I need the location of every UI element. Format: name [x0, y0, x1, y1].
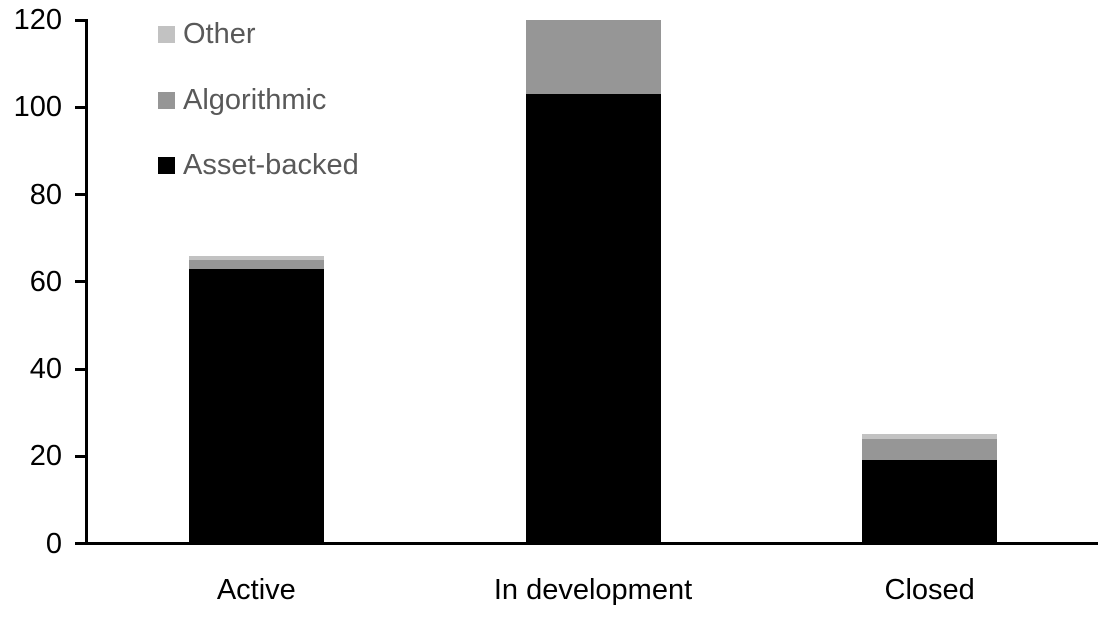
y-tick-mark: [75, 193, 86, 196]
legend-swatch-asset-backed: [158, 156, 175, 174]
category-label-active: Active: [216, 574, 296, 606]
legend-entry-asset-backed: Asset-backed: [158, 150, 359, 180]
legend-entry-algorithmic: Algorithmic: [158, 85, 326, 115]
bar-in-development: [525, 20, 661, 542]
y-tick-mark: [75, 454, 86, 458]
y-tick-mark: [75, 105, 86, 109]
legend-label-other: Other: [183, 18, 256, 50]
y-tick-label: 100: [13, 91, 62, 124]
legend-label-algorithmic: Algorithmic: [183, 84, 327, 116]
bar-segment-asset-backed: [188, 268, 324, 542]
bar-segment-asset-backed: [862, 460, 998, 542]
bar-segment-other: [188, 255, 324, 260]
bar-segment-asset-backed: [525, 93, 661, 542]
bar-segment-algorithmic: [525, 20, 661, 94]
y-tick-mark: [75, 367, 86, 371]
y-tick-mark: [75, 280, 86, 284]
bar-segment-other: [862, 434, 998, 439]
legend-entry-other: Other: [158, 19, 256, 49]
category-label-closed: Closed: [884, 574, 975, 606]
bar-active: [188, 255, 324, 542]
y-tick-label: 60: [29, 265, 62, 298]
y-tick-label: 0: [45, 527, 62, 560]
legend-swatch-other: [158, 25, 175, 43]
y-tick-mark: [75, 18, 86, 22]
bar-segment-algorithmic: [862, 438, 998, 461]
legend-swatch-algorithmic: [158, 91, 175, 109]
y-tick-label: 20: [29, 440, 62, 473]
category-label-in-development: In development: [493, 574, 693, 606]
y-tick-label: 80: [29, 178, 62, 211]
x-axis-baseline: [75, 542, 1098, 545]
bar-segment-algorithmic: [188, 259, 324, 269]
y-tick-label: 120: [13, 4, 62, 36]
bar-closed: [862, 434, 998, 542]
y-axis-line: [85, 18, 88, 545]
y-tick-label: 40: [29, 353, 62, 385]
legend-label-asset-backed: Asset-backed: [183, 149, 359, 181]
